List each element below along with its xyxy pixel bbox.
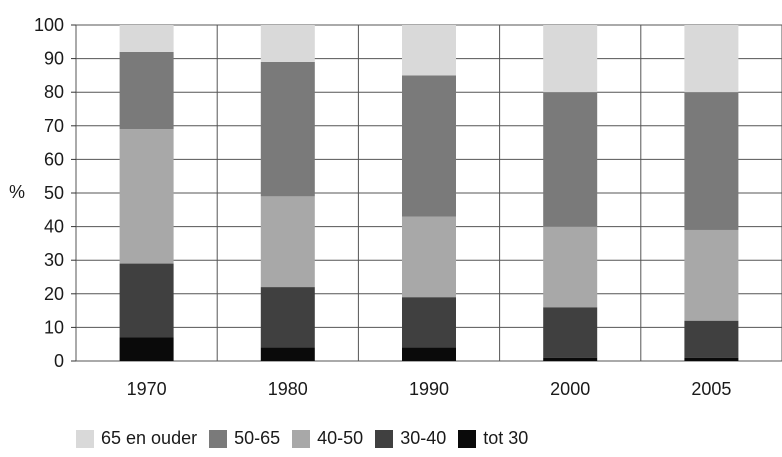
- x-tick-label: 1970: [127, 379, 167, 399]
- legend-label: 65 en ouder: [101, 428, 198, 448]
- bar-segment-1980-50-65: [260, 61, 315, 197]
- x-tick-label: 2000: [550, 379, 590, 399]
- y-tick-label: 100: [34, 15, 64, 35]
- legend-item: 65 en ouder: [76, 428, 197, 449]
- legend-item: 40-50: [292, 428, 363, 449]
- bar-segment-2005-tot-30: [684, 357, 739, 361]
- x-tick-label: 1990: [409, 379, 449, 399]
- legend-swatch: [375, 429, 394, 448]
- bar-segment-1970-tot-30: [119, 337, 174, 361]
- legend-swatch: [292, 429, 311, 448]
- bars-layer: [119, 25, 739, 361]
- legend-swatch: [209, 429, 228, 448]
- legend-item: tot 30: [458, 428, 528, 449]
- bar-segment-2000-65-en-ouder: [543, 25, 598, 93]
- bar-segment-1970-50-65: [119, 51, 174, 130]
- bar-segment-1980-40-50: [260, 196, 315, 288]
- bar-segment-1990-50-65: [402, 75, 456, 217]
- bar-segment-1990-30-40: [402, 297, 456, 348]
- bar-segment-1980-65-en-ouder: [260, 25, 315, 62]
- axes-layer: 0 10 20 30 40 50 60 70 80 90 100 1970 1980 1990 2000 20…: [34, 15, 731, 399]
- bar-segment-1970-30-40: [119, 263, 174, 338]
- bar-segment-1970-65-en-ouder: [119, 25, 174, 52]
- x-tick-label: 2005: [691, 379, 731, 399]
- x-tick-label: 1980: [268, 379, 308, 399]
- bar-segment-2000-40-50: [543, 226, 598, 308]
- legend-swatch: [458, 429, 477, 448]
- y-tick-label: 90: [44, 49, 64, 69]
- legend: 65 en ouder 50-65 40-50 30-40 tot 30: [76, 428, 540, 449]
- y-tick-label: 10: [44, 317, 64, 337]
- bar-segment-1970-40-50: [119, 129, 174, 264]
- bar-segment-1990-65-en-ouder: [402, 25, 456, 76]
- bar-segment-1980-30-40: [260, 287, 315, 348]
- y-tick-label: 60: [44, 149, 64, 169]
- y-tick-label: 70: [44, 116, 64, 136]
- bar-segment-2000-30-40: [543, 307, 598, 358]
- legend-label: 50-65: [234, 428, 281, 448]
- legend-item: 30-40: [375, 428, 446, 449]
- y-tick-label: 30: [44, 250, 64, 270]
- y-tick-label: 80: [44, 82, 64, 102]
- legend-swatch: [76, 429, 94, 448]
- legend-label: 40-50: [317, 428, 364, 448]
- bar-segment-1980-tot-30: [260, 347, 315, 361]
- bar-segment-1990-tot-30: [402, 347, 456, 361]
- legend-label: tot 30: [483, 428, 529, 448]
- bar-segment-2005-50-65: [684, 92, 739, 230]
- bar-segment-1990-40-50: [402, 216, 456, 298]
- y-tick-label: 0: [54, 351, 64, 371]
- bar-segment-2005-65-en-ouder: [684, 25, 739, 93]
- y-tick-label: 50: [44, 183, 64, 203]
- bar-segment-2005-30-40: [684, 320, 739, 358]
- legend-item: 50-65: [209, 428, 280, 449]
- bar-segment-2005-40-50: [684, 229, 739, 321]
- bar-segment-2000-50-65: [543, 92, 598, 227]
- bar-segment-2000-tot-30: [543, 357, 598, 361]
- y-tick-label: 20: [44, 284, 64, 304]
- y-tick-label: 40: [44, 217, 64, 237]
- y-axis-label: %: [9, 182, 25, 202]
- legend-label: 30-40: [400, 428, 447, 448]
